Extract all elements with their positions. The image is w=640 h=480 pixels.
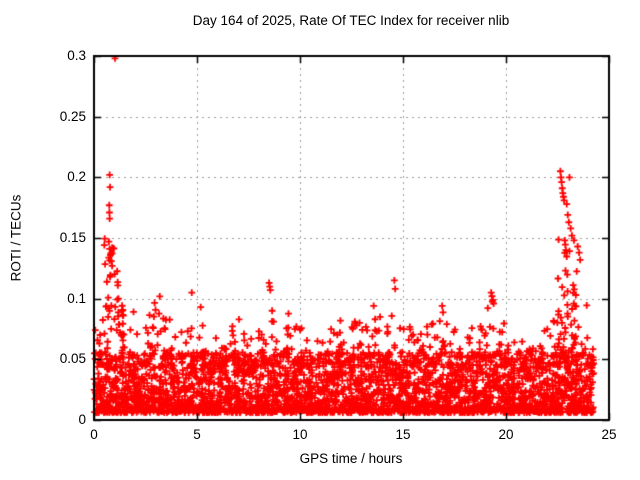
x-tick-label: 5 — [193, 427, 201, 442]
y-tick-label: 0.15 — [59, 230, 86, 245]
x-tick-label: 25 — [601, 427, 617, 442]
y-tick-label: 0.1 — [67, 290, 86, 306]
y-tick-label: 0.05 — [59, 351, 86, 367]
x-tick-label: 15 — [395, 427, 411, 442]
y-tick-label: 0.2 — [67, 169, 86, 185]
x-tick-label: 0 — [90, 427, 98, 442]
y-tick-label: 0 — [78, 412, 86, 427]
x-tick-label: 10 — [292, 427, 308, 442]
x-tick-label: 20 — [498, 427, 514, 442]
x-axis-label: GPS time / hours — [299, 451, 403, 466]
y-tick-label: 0.3 — [67, 48, 86, 63]
chart-title: Day 164 of 2025, Rate Of TEC Index for r… — [192, 13, 510, 28]
y-tick-label: 0.25 — [59, 108, 86, 124]
